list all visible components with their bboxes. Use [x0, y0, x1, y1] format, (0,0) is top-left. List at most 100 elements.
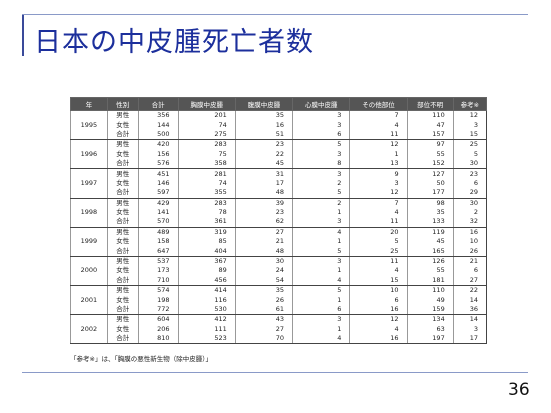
number-cell: 110 [406, 110, 454, 121]
number-cell: 27 [234, 324, 293, 334]
number-cell: 20 [349, 227, 408, 238]
number-cell: 4 [292, 227, 350, 238]
table-row: 2001 男性 574 414 35 5 10 110 22 [70, 285, 487, 316]
number-cell: 54 [234, 275, 293, 287]
number-cell: 157 [406, 129, 454, 141]
number-cell: 12 [349, 139, 408, 150]
number-cell: 10 [349, 285, 408, 296]
year-cell: 1996 [70, 139, 108, 170]
number-cell: 126 [406, 256, 454, 267]
number-cell: 5 [292, 139, 350, 150]
number-cell: 3 [452, 324, 487, 334]
number-cell: 404 [177, 246, 236, 257]
table-row: 女性 206 111 27 1 4 63 3 [71, 324, 487, 334]
sex-cell: 合計 [106, 304, 139, 316]
number-cell: 12 [349, 188, 408, 199]
number-cell: 74 [177, 120, 236, 130]
number-cell: 55 [406, 149, 454, 159]
number-cell: 17 [234, 178, 293, 189]
table-row: 合計 647 404 48 5 25 165 26 [71, 246, 487, 257]
number-cell: 12 [349, 314, 408, 325]
number-cell: 420 [137, 139, 179, 150]
number-cell: 30 [234, 256, 293, 267]
number-cell: 15 [452, 129, 487, 141]
number-cell: 158 [137, 237, 179, 247]
number-cell: 48 [234, 246, 293, 257]
sex-cell: 男性 [106, 227, 139, 238]
number-cell: 11 [349, 256, 408, 267]
number-cell: 12 [452, 110, 487, 121]
year-cell: 1999 [70, 227, 108, 257]
number-cell: 1 [292, 295, 350, 305]
number-cell: 75 [177, 149, 236, 159]
column-header: 心膜中皮腫 [292, 97, 351, 111]
number-cell: 177 [406, 188, 454, 199]
number-cell: 39 [234, 198, 293, 208]
number-cell: 3 [349, 178, 408, 189]
number-cell: 134 [406, 314, 454, 325]
number-cell: 570 [137, 217, 179, 228]
number-cell: 2 [292, 198, 350, 208]
number-cell: 6 [292, 129, 350, 141]
number-cell: 198 [137, 295, 179, 305]
number-cell: 489 [137, 227, 179, 238]
number-cell: 50 [406, 178, 454, 189]
sex-cell: 男性 [106, 285, 139, 296]
column-header: 年 [70, 97, 108, 111]
sex-cell: 女性 [106, 266, 139, 276]
number-cell: 22 [452, 285, 487, 296]
sex-cell: 女性 [106, 178, 139, 189]
number-cell: 206 [137, 324, 179, 334]
table-row: 1997 男性 451 281 31 3 9 127 23 [70, 168, 487, 199]
table-row: 合計 772 530 61 6 16 159 36 [71, 304, 487, 316]
number-cell: 51 [234, 129, 293, 141]
number-cell: 49 [406, 295, 454, 305]
number-cell: 597 [137, 188, 179, 199]
sex-cell: 男性 [106, 139, 139, 150]
number-cell: 14 [452, 295, 487, 305]
number-cell: 23 [234, 139, 293, 150]
number-cell: 7 [349, 110, 408, 121]
number-cell: 141 [137, 207, 179, 218]
number-cell: 3 [292, 217, 350, 228]
number-cell: 283 [177, 198, 236, 208]
number-cell: 319 [177, 227, 236, 238]
number-cell: 159 [406, 304, 454, 316]
number-cell: 1 [292, 237, 350, 247]
number-cell: 173 [137, 266, 179, 276]
number-cell: 10 [452, 237, 487, 247]
number-cell: 500 [137, 129, 179, 141]
number-cell: 98 [406, 198, 454, 208]
sex-cell: 合計 [106, 246, 139, 257]
number-cell: 14 [452, 314, 487, 325]
sex-cell: 女性 [106, 237, 139, 247]
number-cell: 165 [406, 246, 454, 257]
number-cell: 181 [406, 275, 454, 287]
number-cell: 5 [292, 285, 350, 296]
sex-cell: 合計 [106, 275, 139, 287]
number-cell: 55 [406, 266, 454, 276]
number-cell: 429 [137, 198, 179, 208]
number-cell: 43 [234, 314, 293, 325]
table-row: 合計 576 358 45 8 13 152 30 [71, 158, 487, 170]
number-cell: 15 [349, 275, 408, 287]
number-cell: 8 [292, 158, 350, 170]
table-row: 1998 男性 429 283 39 2 7 98 30 [70, 198, 487, 228]
sex-cell: 女性 [106, 120, 139, 130]
number-cell: 3 [292, 314, 350, 325]
number-cell: 35 [234, 285, 293, 296]
number-cell: 133 [406, 217, 454, 228]
number-cell: 146 [137, 178, 179, 189]
number-cell: 4 [349, 207, 408, 218]
year-cell: 2001 [70, 285, 108, 316]
year-cell: 1997 [70, 168, 108, 199]
number-cell: 1 [292, 266, 350, 276]
page-number: 36 [508, 380, 530, 400]
number-cell: 32 [452, 217, 487, 228]
table-body: 1995 男性 356 201 35 3 7 110 12 女性 144 74 16 3 4 47 3 合計 500… [70, 110, 487, 345]
sex-cell: 女性 [106, 149, 139, 159]
number-cell: 11 [349, 129, 408, 141]
table-row: 1995 男性 356 201 35 3 7 110 12 [70, 110, 487, 141]
year-cell: 2002 [70, 314, 108, 345]
number-cell: 358 [177, 158, 236, 170]
